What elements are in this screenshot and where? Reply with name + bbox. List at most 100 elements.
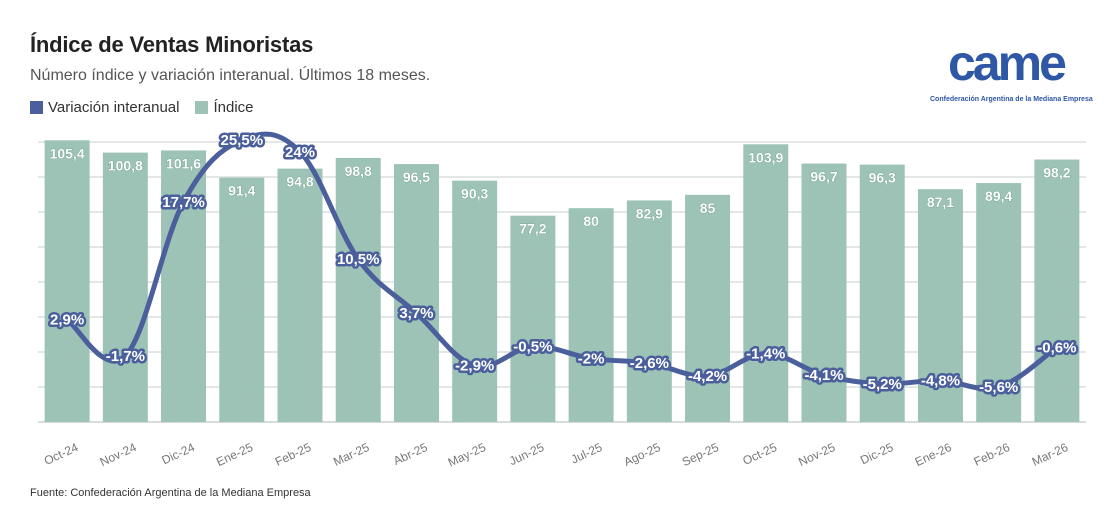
line-point xyxy=(354,255,363,264)
x-tick-label: Oct-24 xyxy=(42,440,81,468)
line-point xyxy=(470,361,479,370)
x-tick-label: Oct-25 xyxy=(740,440,779,468)
line-label: -2% xyxy=(578,350,605,367)
bar-label: 90,3 xyxy=(461,186,488,202)
line-point xyxy=(994,383,1003,392)
bar-label: 105,4 xyxy=(50,145,85,161)
line-label: -2,9% xyxy=(455,358,494,375)
x-tick-label: Ago-25 xyxy=(622,440,663,469)
legend-swatch-indice xyxy=(195,101,209,114)
line-point xyxy=(703,371,712,380)
line-label: 24% xyxy=(285,144,315,161)
legend: Variación interanual Índice xyxy=(30,99,270,116)
bar-label: 101,6 xyxy=(166,155,201,171)
source-note: Fuente: Confederación Argentina de la Me… xyxy=(30,487,311,499)
legend-label-indice: Índice xyxy=(213,99,254,116)
x-tick-label: Mar-25 xyxy=(331,440,372,469)
bar-jun-25 xyxy=(510,215,556,422)
x-tick-label: Feb-25 xyxy=(273,440,314,469)
line-point xyxy=(645,359,654,368)
line-point xyxy=(878,379,887,388)
legend-swatch-variacion xyxy=(30,101,43,114)
chart-title: Índice de Ventas Minoristas xyxy=(30,32,314,57)
bar-dic-24 xyxy=(161,150,207,422)
line-label: -0,5% xyxy=(513,339,552,356)
bar-ago-25 xyxy=(626,200,672,422)
x-tick-label: May-25 xyxy=(446,440,488,470)
line-label: -2,6% xyxy=(630,355,669,372)
x-tick-label: Nov-25 xyxy=(796,440,837,469)
x-tick-label: Sep-25 xyxy=(680,440,721,469)
x-tick-label: Abr-25 xyxy=(391,440,430,468)
line-label: 3,7% xyxy=(399,305,433,322)
x-tick-label: Jun-25 xyxy=(507,440,546,468)
line-point xyxy=(179,197,188,206)
bar-mar-25 xyxy=(335,157,381,422)
x-tick-label: Dic-24 xyxy=(159,440,197,467)
line-label: 10,5% xyxy=(337,251,380,268)
legend-item-variacion: Variación interanual xyxy=(30,99,179,116)
line-point xyxy=(761,349,770,358)
bar-jul-25 xyxy=(568,208,614,422)
x-tick-label: Jul-25 xyxy=(569,440,605,467)
x-tick-label: Ene-26 xyxy=(913,440,954,469)
bar-dic-25 xyxy=(859,164,905,422)
line-label: -1,4% xyxy=(746,346,785,363)
line-label: -5,2% xyxy=(863,376,902,393)
line-label: -5,6% xyxy=(979,379,1018,396)
line-label: 25,5% xyxy=(221,132,264,149)
line-point xyxy=(936,376,945,385)
bar-label: 96,5 xyxy=(403,169,430,185)
bar-sep-25 xyxy=(685,194,731,422)
line-point xyxy=(296,147,304,156)
line-point xyxy=(237,135,246,144)
bar-oct-25 xyxy=(743,144,789,422)
line-label: 2,9% xyxy=(50,311,84,328)
legend-item-indice: Índice xyxy=(195,99,254,116)
bar-label: 103,9 xyxy=(748,149,783,165)
bar-ene-25 xyxy=(219,177,265,422)
bar-abr-25 xyxy=(393,164,439,422)
logo-tagline: Confederación Argentina de la Mediana Em… xyxy=(930,96,1093,103)
bar-label: 85 xyxy=(700,200,716,216)
line-label: -0,6% xyxy=(1037,339,1076,356)
bar-label: 77,2 xyxy=(519,221,546,237)
logo-brand: came xyxy=(948,35,1067,91)
line-point xyxy=(587,354,596,363)
x-tick-label: Ene-25 xyxy=(214,440,255,469)
line-point xyxy=(1052,343,1061,352)
bar-label: 98,2 xyxy=(1043,165,1070,181)
came-logo: came Confederación Argentina de la Media… xyxy=(928,35,1093,108)
line-point xyxy=(820,371,828,380)
legend-label-variacion: Variación interanual xyxy=(48,99,180,116)
x-tick-label: Dic-25 xyxy=(858,440,896,467)
bar-label: 96,3 xyxy=(869,170,896,186)
bar-nov-24 xyxy=(102,152,148,422)
line-point xyxy=(63,315,72,324)
line-point xyxy=(528,342,537,351)
bar-may-25 xyxy=(452,180,498,422)
bar-label: 91,4 xyxy=(228,183,255,199)
chart-subtitle: Número índice y variación interanual. Úl… xyxy=(30,67,431,84)
line-label: -1,7% xyxy=(106,348,145,365)
bar-label: 98,8 xyxy=(345,163,372,179)
x-tick-label: Feb-26 xyxy=(972,440,1013,469)
bar-feb-25 xyxy=(277,168,323,422)
bar-mar-26 xyxy=(1034,159,1080,422)
bar-label: 82,9 xyxy=(636,205,663,221)
bar-label: 100,8 xyxy=(108,158,143,174)
bar-label: 87,1 xyxy=(927,194,954,210)
x-tick-label: Mar-26 xyxy=(1030,440,1071,469)
line-label: -4,1% xyxy=(804,367,843,384)
line-label: -4,8% xyxy=(921,373,960,390)
line-point xyxy=(121,352,130,361)
line-variacion-interanual xyxy=(64,131,1060,392)
line-label: 17,7% xyxy=(162,194,205,211)
line-point xyxy=(412,309,421,318)
x-tick-label: Nov-24 xyxy=(98,440,139,469)
bar-label: 94,8 xyxy=(286,174,313,190)
bar-oct-24 xyxy=(44,140,90,422)
bar-label: 96,7 xyxy=(810,169,837,185)
bar-label: 89,4 xyxy=(985,188,1012,204)
